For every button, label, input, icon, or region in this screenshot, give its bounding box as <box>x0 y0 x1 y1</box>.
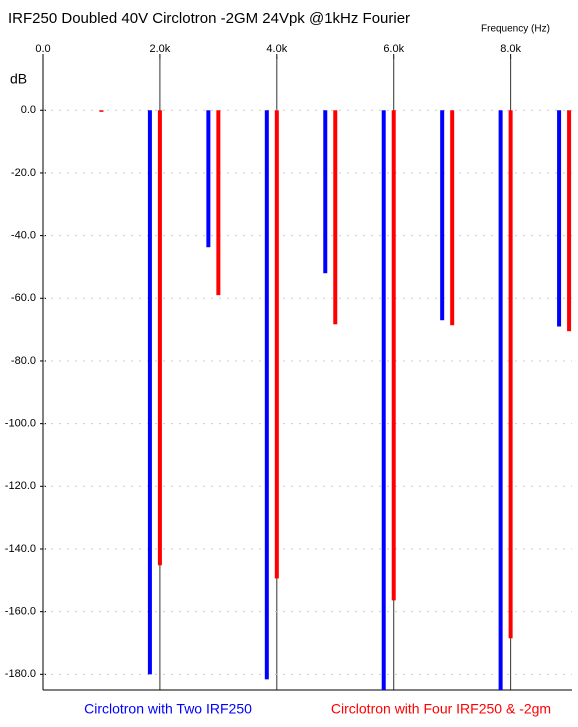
y-tick-label: -60.0 <box>11 292 36 304</box>
y-axis-label: dB <box>10 71 27 87</box>
bar <box>333 110 338 325</box>
bar <box>381 110 386 690</box>
y-tick-label: -100.0 <box>5 418 36 430</box>
bar <box>508 110 513 639</box>
bar <box>323 110 328 274</box>
bar <box>391 110 396 601</box>
bar <box>498 110 503 690</box>
y-tick-label: -140.0 <box>5 543 36 555</box>
x-tick-label: 8.0k <box>500 43 521 55</box>
x-tick-label: 6.0k <box>383 43 404 55</box>
x-tick-label: 2.0k <box>150 43 171 55</box>
y-tick-label: -180.0 <box>5 668 36 680</box>
bar <box>99 110 104 112</box>
y-tick-label: 0.0 <box>21 104 36 116</box>
x-tick-label: 4.0k <box>266 43 287 55</box>
y-tick-label: -40.0 <box>11 230 36 242</box>
chart-title: IRF250 Doubled 40V Circlotron -2GM 24Vpk… <box>8 10 410 27</box>
bar <box>206 110 211 248</box>
y-tick-label: -80.0 <box>11 355 36 367</box>
x-axis-label: Frequency (Hz) <box>481 24 550 35</box>
y-tick-label: -20.0 <box>11 167 36 179</box>
bar <box>440 110 445 321</box>
bar <box>274 110 279 579</box>
legend-label: Circlotron with Two IRF250 <box>84 701 252 717</box>
bar <box>450 110 455 326</box>
x-tick-label: 0.0 <box>35 43 50 55</box>
bar <box>147 110 152 675</box>
bar <box>216 110 221 296</box>
bar <box>264 110 269 680</box>
bar <box>557 110 562 327</box>
y-tick-label: -120.0 <box>5 480 36 492</box>
bar <box>157 110 162 566</box>
y-tick-label: -160.0 <box>5 606 36 618</box>
bar <box>567 110 572 332</box>
legend-label: Circlotron with Four IRF250 & -2gm <box>331 701 551 717</box>
